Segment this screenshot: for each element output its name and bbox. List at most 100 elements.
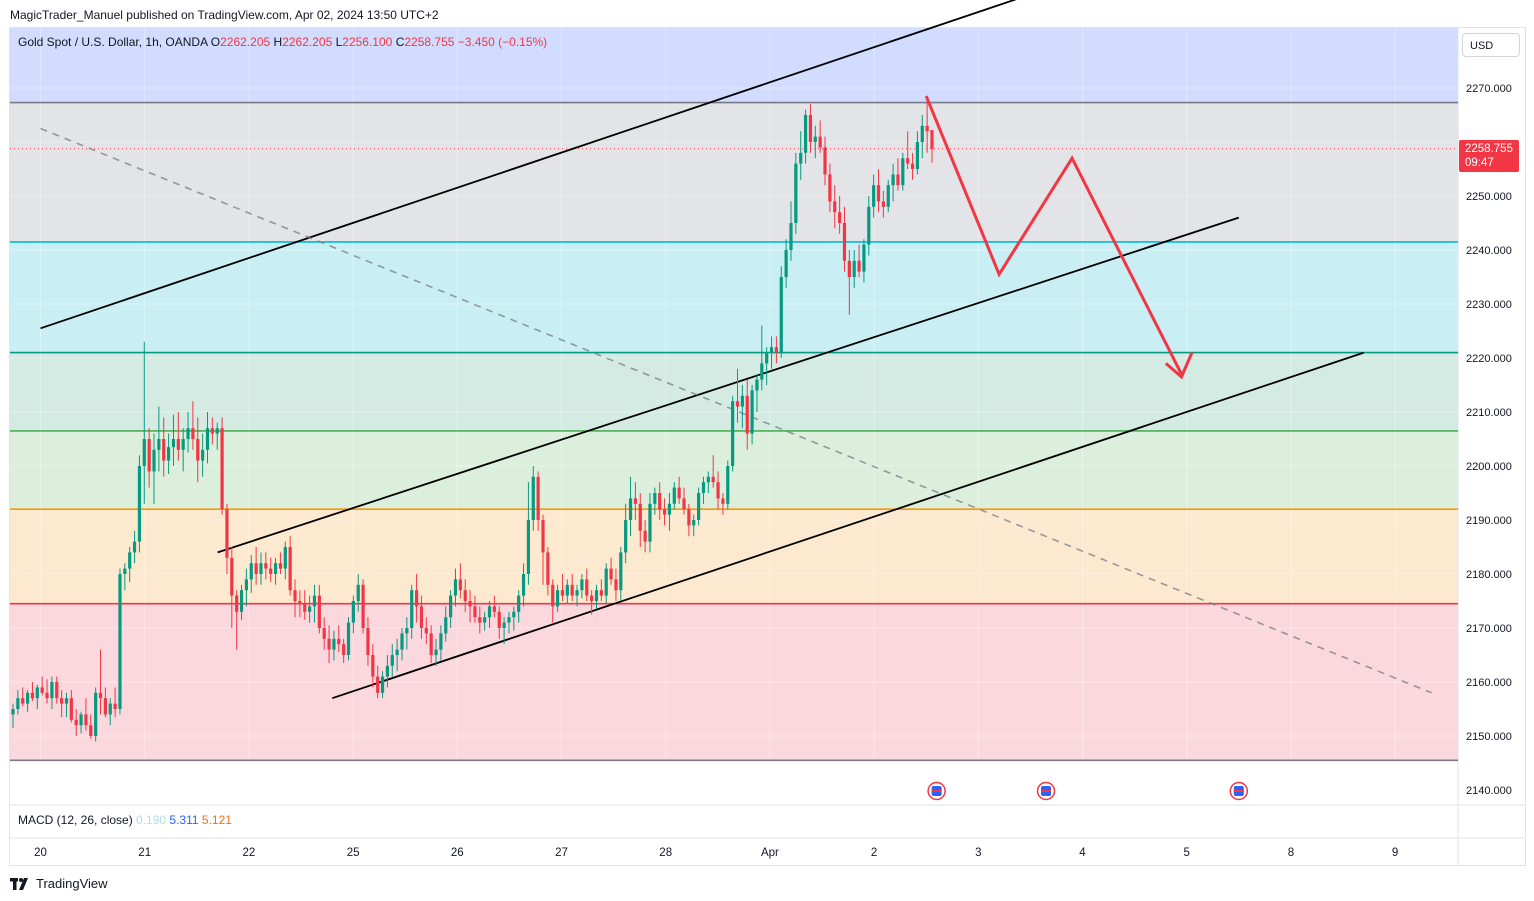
candle-body xyxy=(765,352,769,364)
candle-body xyxy=(79,714,83,726)
candle-body xyxy=(590,595,594,601)
candle-body xyxy=(628,498,633,520)
candle-body xyxy=(551,584,555,607)
candle-body xyxy=(400,633,404,650)
candle-body xyxy=(453,579,458,596)
candle-body xyxy=(609,568,613,580)
macd-histogram-value: 0.190 xyxy=(136,813,167,827)
macd-signal-value: 5.121 xyxy=(201,813,232,827)
x-tick-label: 4 xyxy=(1079,847,1086,859)
candle-body xyxy=(653,493,657,504)
candle-body xyxy=(264,563,268,569)
candle-body xyxy=(473,606,477,618)
candle-body xyxy=(35,687,39,699)
candle-body xyxy=(711,476,715,483)
bar-countdown: 09:47 xyxy=(1465,157,1494,169)
candle-body xyxy=(89,725,93,736)
candle-body xyxy=(838,212,842,223)
candle-body xyxy=(667,503,672,515)
zone-1 xyxy=(10,102,1458,242)
candle-body xyxy=(308,606,312,612)
x-tick-label: 22 xyxy=(243,847,256,859)
symbol-legend[interactable]: Gold Spot / U.S. Dollar, 1h, OANDA O2262… xyxy=(18,35,547,49)
candle-body xyxy=(113,703,117,709)
candle-body xyxy=(74,719,78,726)
tradingview-logo[interactable]: TradingView xyxy=(10,876,108,891)
candle-body xyxy=(327,638,331,650)
candle-body xyxy=(181,439,185,450)
candle-body xyxy=(483,617,487,623)
candle-body xyxy=(891,174,895,186)
candle-body xyxy=(750,390,754,434)
high-label: H xyxy=(273,35,283,49)
candle-body xyxy=(147,439,151,472)
candle-body xyxy=(876,185,881,202)
candle-body xyxy=(706,476,710,483)
candle-body xyxy=(429,633,433,655)
candle-body xyxy=(303,603,307,612)
y-tick-label: 2180.000 xyxy=(1466,569,1512,581)
low-value: 2256.100 xyxy=(342,35,393,49)
candle-body xyxy=(886,185,890,207)
projection-path xyxy=(924,95,1183,375)
candle-body xyxy=(920,125,924,142)
candle-body xyxy=(478,617,482,623)
macd-line-value: 5.311 xyxy=(169,813,199,827)
horizontal-levels-layer xyxy=(10,101,1458,762)
candle-body xyxy=(346,622,351,655)
x-tick-label: 2 xyxy=(871,847,877,859)
y-tick-label: 2270.000 xyxy=(1466,83,1512,95)
candle-body xyxy=(444,617,448,634)
candle-body xyxy=(468,601,472,607)
candle-body xyxy=(162,439,166,461)
published-info: MagicTrader_Manuel published on TradingV… xyxy=(10,8,439,22)
candle-body xyxy=(390,655,394,666)
candle-body xyxy=(604,568,608,596)
candle-body xyxy=(658,493,662,510)
tradingview-brand: TradingView xyxy=(36,876,108,891)
candle-body xyxy=(682,498,686,510)
candle-body xyxy=(337,638,341,645)
candle-body xyxy=(128,552,132,569)
trend-line-0 xyxy=(40,0,1017,330)
flag-stripe-icon xyxy=(931,790,942,792)
candle-body xyxy=(828,174,832,202)
open-label: O xyxy=(210,35,221,49)
candle-body xyxy=(643,530,647,542)
candle-body xyxy=(376,676,380,693)
zone-0 xyxy=(10,28,1458,103)
candle-body xyxy=(507,617,511,623)
candle-body xyxy=(813,136,817,142)
projection-arrow-head xyxy=(1164,352,1194,380)
candle-body xyxy=(254,563,258,574)
candle-body xyxy=(298,601,302,604)
candle-body xyxy=(103,698,107,715)
candle-body xyxy=(731,401,735,466)
candle-body xyxy=(560,590,565,596)
candle-body xyxy=(526,520,531,574)
candle-body xyxy=(235,595,239,612)
macd-title: MACD (12, 26, close) xyxy=(18,813,133,827)
candle-body xyxy=(906,158,910,164)
candle-body xyxy=(60,698,64,704)
symbol-name: Gold Spot / U.S. Dollar, 1h, OANDA xyxy=(18,35,208,49)
candle-body xyxy=(799,152,803,164)
y-tick-label: 2150.000 xyxy=(1466,731,1512,743)
currency-selector[interactable]: USD xyxy=(1462,33,1520,57)
candle-body xyxy=(760,363,764,380)
candle-body xyxy=(531,476,535,520)
candle-body xyxy=(910,163,915,169)
candle-body xyxy=(380,676,385,693)
candle-body xyxy=(259,563,263,574)
candle-body xyxy=(98,692,103,699)
macd-legend[interactable]: MACD (12, 26, close) 0.190 5.311 5.121 xyxy=(18,813,232,827)
candle-body xyxy=(215,428,219,434)
candle-body xyxy=(740,395,744,407)
candle-body xyxy=(332,638,336,650)
projection-layer xyxy=(924,95,1194,380)
y-tick-label: 2200.000 xyxy=(1466,461,1512,473)
candle-body xyxy=(594,590,599,601)
candle-body xyxy=(410,590,414,628)
candle-body xyxy=(225,509,229,558)
